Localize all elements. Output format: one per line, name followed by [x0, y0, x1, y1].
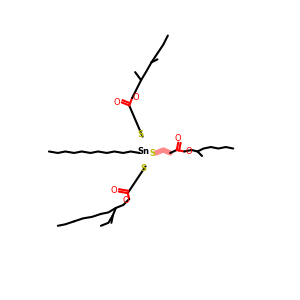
Text: S: S — [149, 149, 155, 158]
Text: O: O — [185, 147, 192, 156]
Text: S: S — [137, 130, 143, 139]
Text: O: O — [175, 134, 181, 142]
Text: O: O — [111, 186, 117, 195]
Text: O: O — [113, 98, 120, 107]
Text: O: O — [132, 94, 139, 103]
Text: O: O — [122, 196, 129, 205]
Text: S: S — [140, 164, 146, 173]
Text: Sn: Sn — [137, 147, 149, 156]
